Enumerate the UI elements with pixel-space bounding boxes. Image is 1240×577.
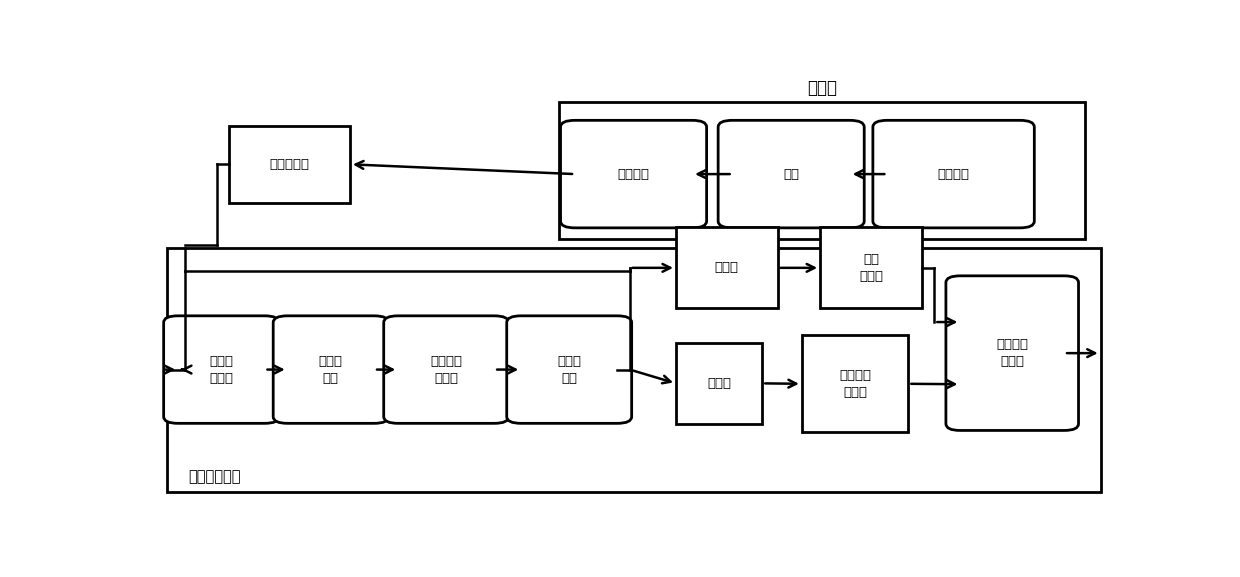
FancyBboxPatch shape	[676, 343, 763, 424]
FancyBboxPatch shape	[802, 335, 909, 432]
Text: 检波器: 检波器	[707, 377, 732, 390]
Text: 中频带通
滤波器: 中频带通 滤波器	[839, 369, 870, 399]
FancyBboxPatch shape	[167, 248, 1101, 492]
FancyBboxPatch shape	[558, 102, 1085, 239]
Text: 激励源: 激励源	[807, 79, 837, 97]
Text: 鉴相器: 鉴相器	[714, 261, 739, 274]
Text: 幅相接收单元: 幅相接收单元	[188, 469, 241, 484]
Text: 功率放大: 功率放大	[618, 167, 650, 181]
FancyBboxPatch shape	[507, 316, 631, 424]
FancyBboxPatch shape	[229, 126, 350, 203]
Text: 可变增益
放大器: 可变增益 放大器	[996, 338, 1028, 368]
FancyBboxPatch shape	[273, 316, 388, 424]
Text: 预选频
滤波器: 预选频 滤波器	[210, 355, 233, 385]
FancyBboxPatch shape	[820, 227, 921, 308]
FancyBboxPatch shape	[718, 121, 864, 228]
FancyBboxPatch shape	[560, 121, 707, 228]
Text: 低通
滤波器: 低通 滤波器	[859, 253, 883, 283]
Text: 低噪放
大器: 低噪放 大器	[319, 355, 343, 385]
Text: 功率分配器: 功率分配器	[269, 158, 310, 171]
FancyBboxPatch shape	[873, 121, 1034, 228]
Text: 镜像抑制
滤波器: 镜像抑制 滤波器	[430, 355, 463, 385]
Text: 混频乘
法器: 混频乘 法器	[557, 355, 582, 385]
FancyBboxPatch shape	[383, 316, 508, 424]
Text: 扫描激励: 扫描激励	[937, 167, 970, 181]
FancyBboxPatch shape	[676, 227, 777, 308]
FancyBboxPatch shape	[164, 316, 279, 424]
Text: 滤波: 滤波	[784, 167, 800, 181]
FancyBboxPatch shape	[946, 276, 1079, 430]
